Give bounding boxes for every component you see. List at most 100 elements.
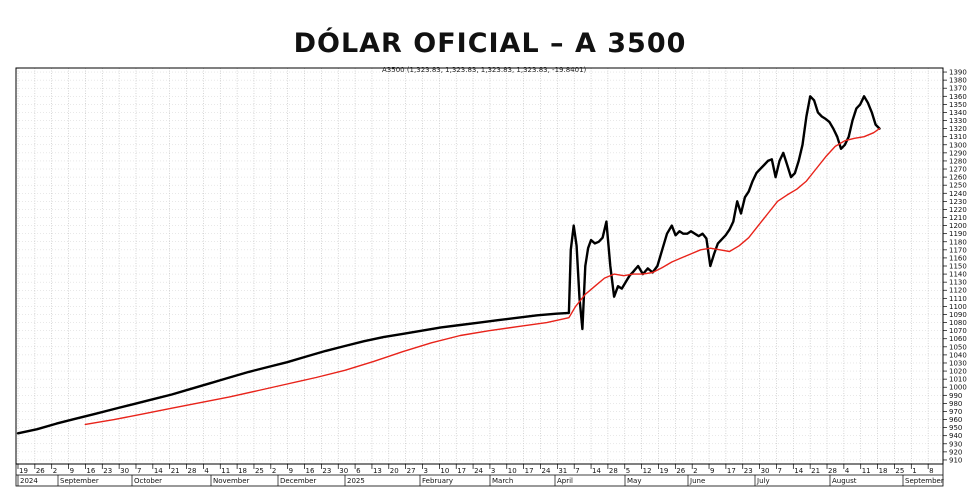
- x-day-tick-label: 16: [306, 467, 315, 475]
- y-tick-label: 970: [949, 408, 962, 416]
- x-day-tick-label: 14: [154, 467, 163, 475]
- x-day-tick-label: 2: [693, 467, 697, 475]
- x-day-tick-label: 9: [289, 467, 293, 475]
- y-tick-label: 1000: [949, 384, 967, 392]
- x-day-tick-label: 9: [70, 467, 74, 475]
- chart-title: DÓLAR OFICIAL – A 3500: [293, 28, 687, 59]
- x-day-tick-label: 12: [643, 467, 652, 475]
- x-day-tick-label: 21: [811, 467, 820, 475]
- x-month-label: September: [905, 477, 944, 485]
- x-day-tick-label: 3: [491, 467, 495, 475]
- x-day-tick-label: 4: [845, 467, 850, 475]
- x-day-tick-label: 16: [86, 467, 95, 475]
- y-tick-label: 1280: [949, 157, 967, 165]
- x-day-tick-label: 11: [221, 467, 230, 475]
- y-tick-label: 1120: [949, 287, 967, 295]
- x-day-tick-label: 17: [525, 467, 534, 475]
- y-tick-label: 930: [949, 440, 962, 448]
- y-tick-label: 1220: [949, 206, 967, 214]
- series-line-moving-average: [84, 127, 881, 426]
- y-tick-label: 990: [949, 392, 962, 400]
- y-tick-label: 1130: [949, 279, 967, 287]
- y-tick-label: 1180: [949, 238, 967, 246]
- x-day-tick-label: 23: [103, 467, 112, 475]
- y-tick-label: 1050: [949, 343, 967, 351]
- y-tick-label: 1340: [949, 109, 967, 117]
- legend-text: A3500 (1,323.83, 1,323.83, 1,323.83, 1,3…: [382, 66, 587, 74]
- y-tick-label: 1270: [949, 166, 967, 174]
- y-tick-label: 1090: [949, 311, 967, 319]
- x-month-label: December: [280, 477, 316, 485]
- x-day-tick-label: 23: [744, 467, 753, 475]
- x-day-tick-label: 24: [541, 467, 550, 475]
- y-tick-label: 1300: [949, 141, 967, 149]
- x-month-label: September: [60, 477, 99, 485]
- x-day-tick-label: 26: [36, 467, 45, 475]
- series-line-a3500: [16, 95, 881, 435]
- x-day-tick-label: 28: [188, 467, 197, 475]
- x-day-tick-label: 28: [609, 467, 618, 475]
- y-tick-label: 1350: [949, 101, 967, 109]
- y-tick-label: 1070: [949, 327, 967, 335]
- x-day-tick-label: 14: [794, 467, 803, 475]
- x-day-tick-label: 7: [575, 467, 579, 475]
- x-day-tick-label: 5: [626, 467, 630, 475]
- y-tick-label: 940: [949, 432, 962, 440]
- y-tick-label: 1330: [949, 117, 967, 125]
- x-day-tick-label: 1: [912, 467, 916, 475]
- x-day-tick-label: 17: [727, 467, 736, 475]
- x-month-label: July: [756, 477, 770, 485]
- x-day-tick-label: 18: [879, 467, 888, 475]
- y-tick-label: 1020: [949, 368, 967, 376]
- y-tick-label: 1360: [949, 93, 967, 101]
- y-tick-label: 1370: [949, 85, 967, 93]
- x-day-tick-label: 3: [424, 467, 428, 475]
- y-tick-label: 1240: [949, 190, 967, 198]
- y-tick-label: 1230: [949, 198, 967, 206]
- y-tick-label: 1210: [949, 214, 967, 222]
- x-day-tick-label: 30: [761, 467, 770, 475]
- y-tick-label: 1200: [949, 222, 967, 230]
- x-day-tick-label: 28: [828, 467, 837, 475]
- x-month-label: 2024: [20, 477, 38, 485]
- y-tick-label: 1110: [949, 295, 967, 303]
- y-tick-label: 1100: [949, 303, 967, 311]
- x-day-tick-label: 19: [659, 467, 668, 475]
- x-axis-ticks: 19 26 2 9 16 23 30 7 14 21 28 4 11 18 25 2 9 16 23 30 6 13 20 2…: [15, 463, 944, 487]
- x-day-tick-label: 10: [440, 467, 449, 475]
- x-day-tick-label: 20: [390, 467, 399, 475]
- y-tick-label: 1290: [949, 149, 967, 157]
- x-day-tick-label: 8: [929, 467, 933, 475]
- y-tick-label: 1080: [949, 319, 967, 327]
- y-tick-label: 1260: [949, 174, 967, 182]
- x-month-label: June: [689, 477, 705, 485]
- y-tick-label: 980: [949, 400, 962, 408]
- y-tick-label: 1380: [949, 77, 967, 85]
- x-day-tick-label: 18: [238, 467, 247, 475]
- x-day-tick-label: 21: [171, 467, 180, 475]
- y-tick-label: 1390: [949, 69, 967, 77]
- y-tick-label: 1250: [949, 182, 967, 190]
- x-month-label: April: [557, 477, 573, 485]
- y-tick-label: 1160: [949, 254, 967, 262]
- x-month-label: November: [213, 477, 250, 485]
- y-tick-label: 1060: [949, 335, 967, 343]
- x-day-tick-label: 19: [19, 467, 28, 475]
- x-month-label: October: [134, 477, 162, 485]
- y-tick-label: 960: [949, 416, 962, 424]
- x-day-tick-label: 31: [558, 467, 567, 475]
- y-tick-label: 910: [949, 456, 962, 464]
- x-day-tick-label: 7: [137, 467, 141, 475]
- y-tick-label: 1310: [949, 133, 967, 141]
- x-day-tick-label: 6: [356, 467, 361, 475]
- y-tick-label: 1030: [949, 359, 967, 367]
- x-day-tick-label: 30: [120, 467, 129, 475]
- x-day-tick-label: 25: [895, 467, 904, 475]
- x-day-tick-label: 23: [322, 467, 331, 475]
- x-day-tick-label: 17: [457, 467, 466, 475]
- x-day-tick-label: 13: [373, 467, 382, 475]
- x-day-tick-label: 2: [53, 467, 57, 475]
- x-day-tick-label: 24: [474, 467, 483, 475]
- y-tick-label: 1320: [949, 125, 967, 133]
